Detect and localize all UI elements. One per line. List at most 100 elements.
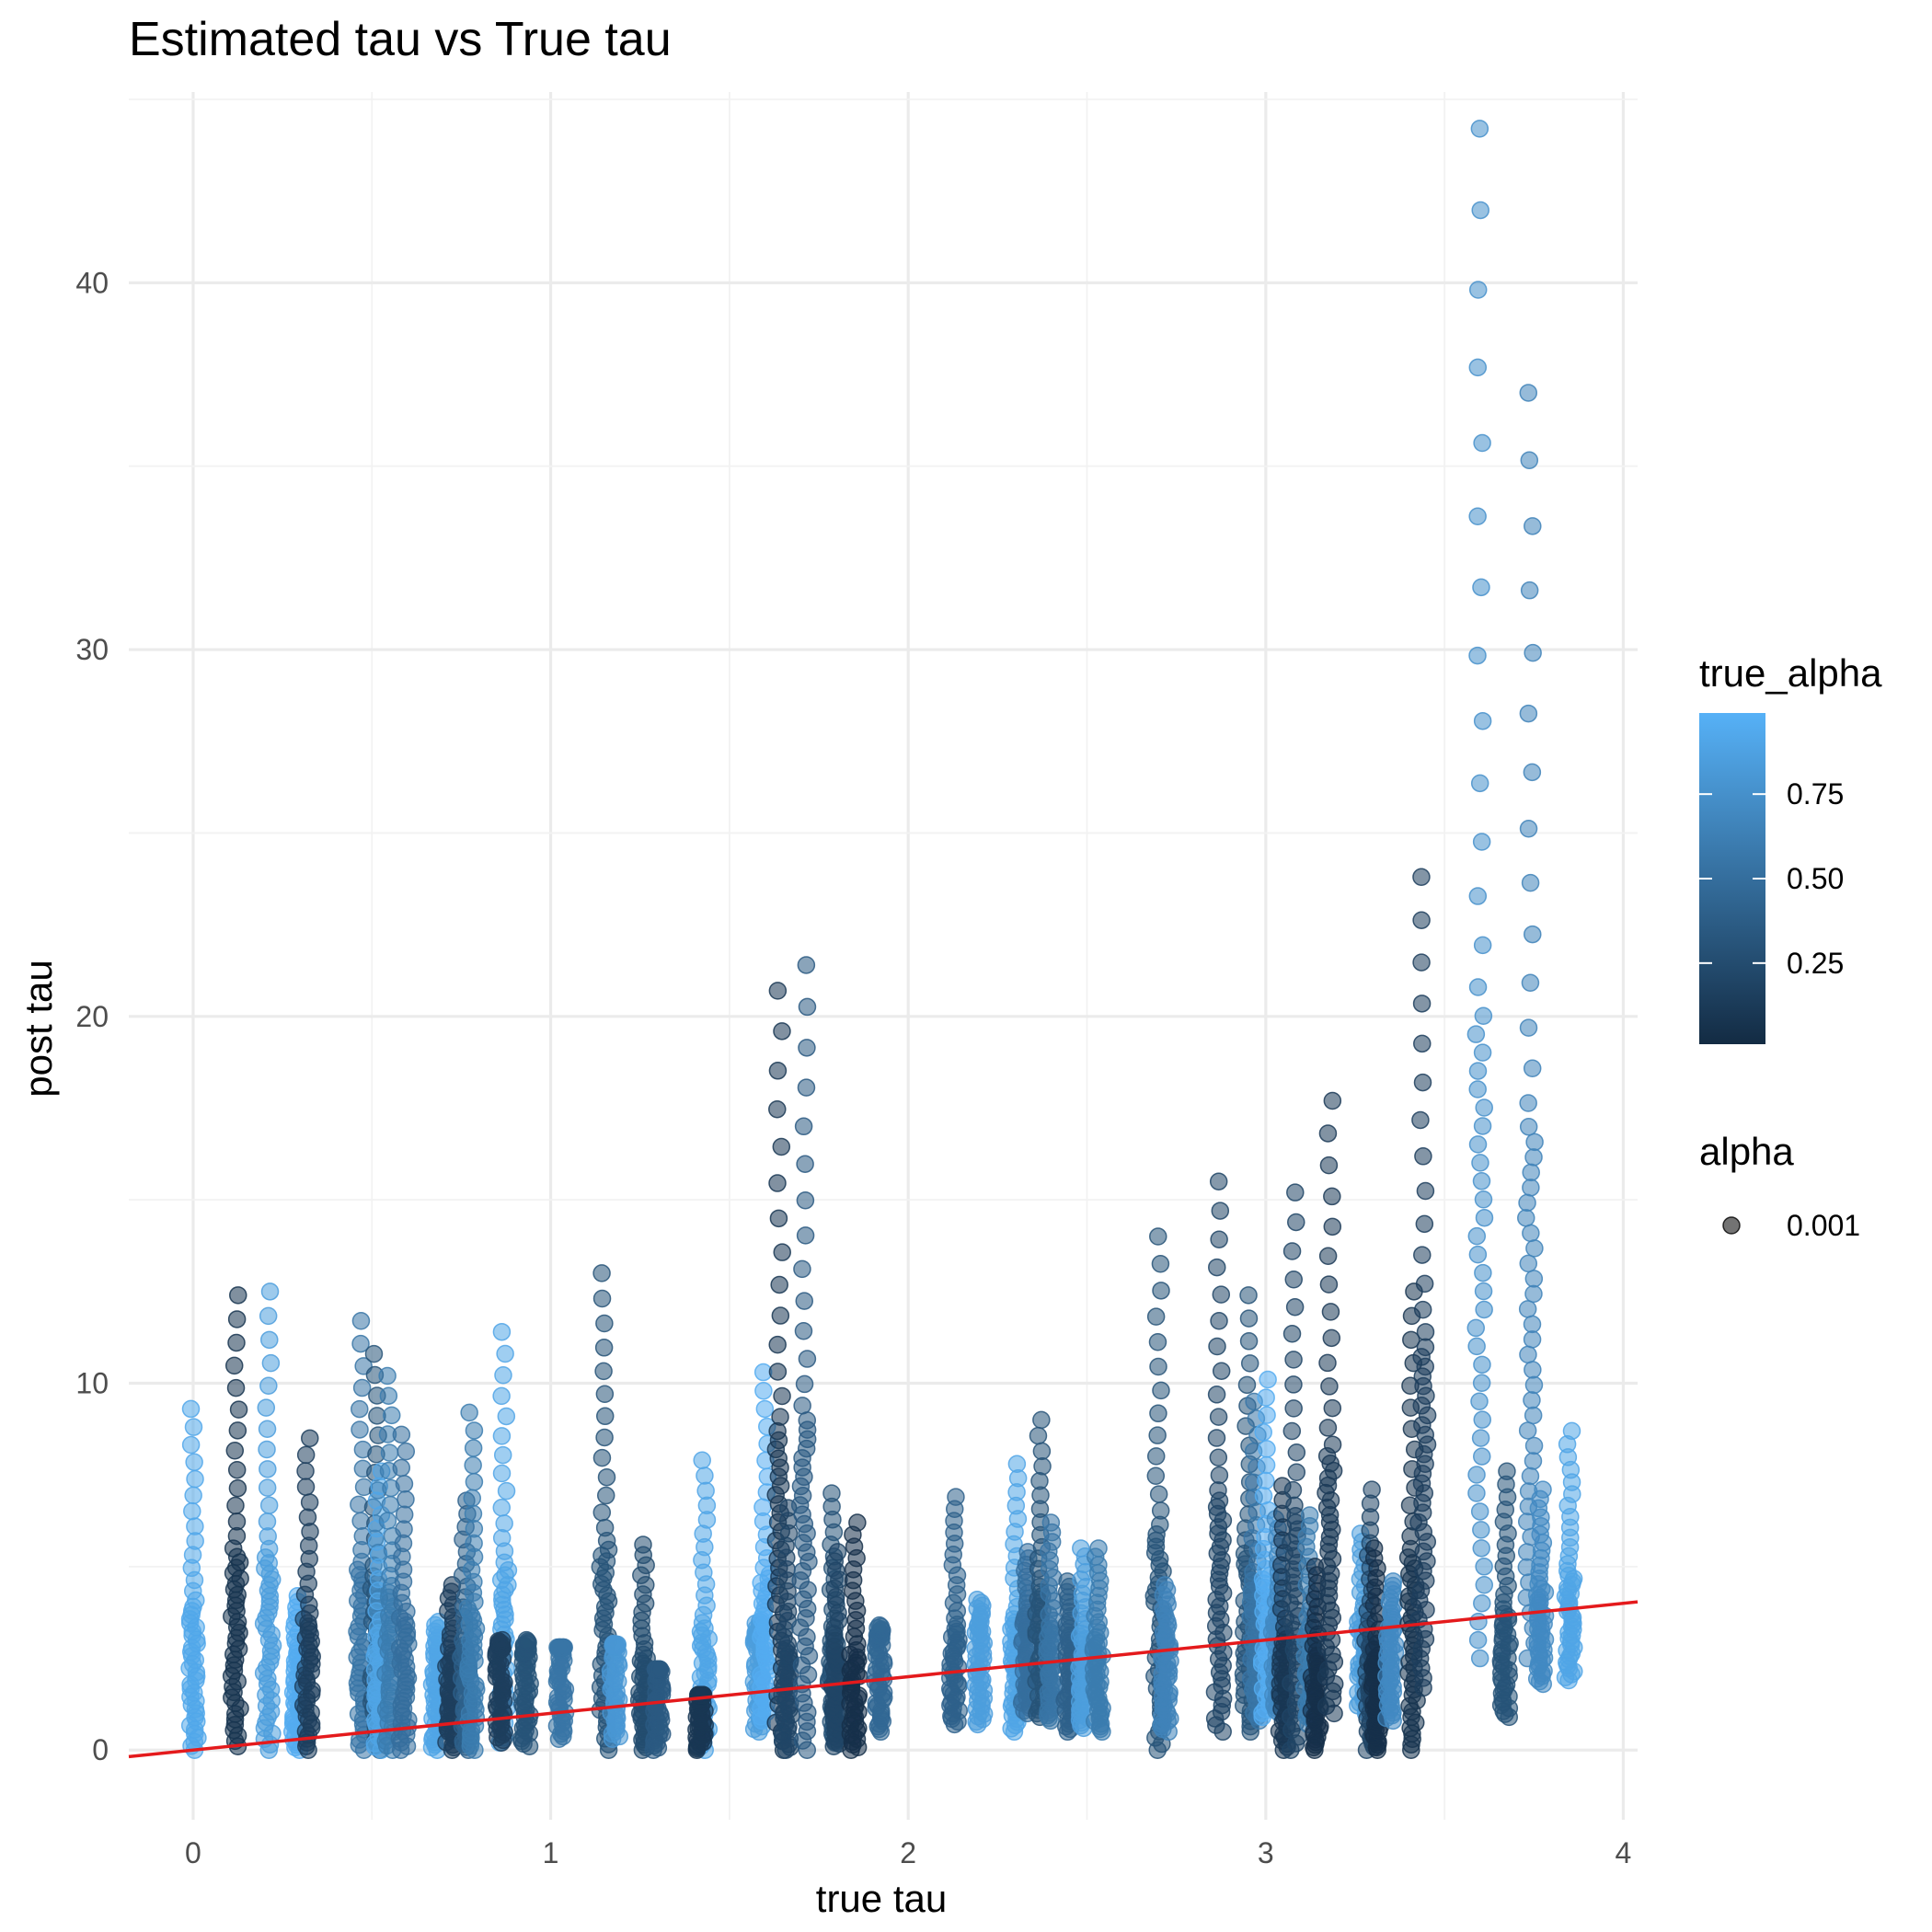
data-point — [1416, 1323, 1435, 1341]
data-point — [1472, 1521, 1490, 1539]
data-point — [492, 1464, 512, 1483]
data-point — [298, 1508, 317, 1526]
data-point — [1524, 517, 1542, 535]
data-points — [180, 120, 1583, 1759]
data-point — [797, 956, 816, 974]
data-point — [1210, 1230, 1228, 1248]
data-point — [228, 1421, 247, 1440]
data-point — [1523, 1391, 1541, 1409]
data-point — [300, 1493, 319, 1512]
data-point — [1287, 1443, 1306, 1462]
data-point — [465, 1520, 484, 1538]
data-point — [1470, 1502, 1489, 1521]
data-point — [259, 1376, 278, 1396]
data-point — [696, 1466, 714, 1485]
data-point — [848, 1513, 867, 1532]
data-point — [1522, 1224, 1540, 1243]
data-point — [259, 1496, 279, 1514]
data-point — [1467, 1466, 1486, 1484]
data-point — [947, 1488, 965, 1506]
data-point — [773, 1386, 791, 1406]
y-tick-label: 0 — [92, 1733, 109, 1766]
data-point — [1212, 1362, 1231, 1380]
data-point — [460, 1403, 478, 1422]
data-point — [1254, 1423, 1273, 1442]
data-point — [1470, 120, 1489, 138]
data-point — [1323, 1398, 1342, 1418]
data-point — [260, 1282, 280, 1301]
data-point — [1318, 1353, 1337, 1373]
data-point — [768, 1062, 788, 1080]
x-axis-title: true tau — [816, 1877, 947, 1920]
data-point — [1468, 887, 1488, 905]
data-point — [1519, 820, 1538, 838]
data-point — [1209, 1448, 1228, 1467]
data-point — [1149, 1485, 1168, 1503]
data-point — [1212, 1285, 1231, 1304]
data-point — [464, 1504, 483, 1524]
data-point — [1474, 1006, 1493, 1025]
data-point — [594, 1339, 614, 1357]
y-tick-label: 40 — [75, 266, 109, 299]
data-point — [1517, 1209, 1535, 1227]
data-point — [351, 1420, 369, 1439]
data-point — [1467, 1484, 1486, 1502]
data-point — [1239, 1332, 1259, 1351]
data-point — [634, 1535, 652, 1554]
data-point — [380, 1443, 399, 1462]
data-point — [1259, 1370, 1277, 1389]
data-point — [1209, 1172, 1228, 1190]
data-point — [259, 1306, 278, 1326]
data-point — [226, 1378, 246, 1397]
data-point — [1284, 1271, 1303, 1289]
data-point — [1467, 1337, 1486, 1356]
data-point — [1473, 1117, 1492, 1135]
data-point — [1156, 1576, 1174, 1594]
data-point — [1523, 763, 1542, 782]
data-point — [1323, 1187, 1341, 1206]
data-point — [592, 1264, 611, 1282]
data-point — [1207, 1386, 1226, 1404]
data-point — [181, 1399, 201, 1419]
data-point — [1285, 1496, 1304, 1515]
colorbar-tick-label: 0.75 — [1787, 777, 1844, 811]
color-legend: true_alpha 0.25 0.50 0.75 — [1699, 651, 1882, 1044]
data-point — [1257, 1388, 1275, 1407]
x-tick-label: 4 — [1616, 1836, 1632, 1869]
data-point — [1475, 1098, 1493, 1117]
data-point — [1318, 1124, 1338, 1143]
data-point — [1473, 711, 1492, 730]
data-point — [1254, 1487, 1273, 1505]
data-point — [1239, 1286, 1258, 1305]
data-point — [828, 1543, 847, 1561]
data-point — [1148, 1426, 1167, 1444]
data-point — [1468, 507, 1487, 525]
data-point — [1319, 1275, 1339, 1294]
data-point — [1519, 1254, 1538, 1273]
data-point — [1522, 1163, 1540, 1182]
data-point — [1519, 1094, 1537, 1112]
data-point — [1146, 1307, 1166, 1326]
data-point — [1519, 1118, 1538, 1136]
data-point — [351, 1399, 369, 1419]
data-point — [795, 1374, 814, 1394]
data-point — [1468, 281, 1488, 299]
data-point — [395, 1475, 414, 1493]
data-point — [1413, 1300, 1432, 1319]
data-point — [1468, 1080, 1487, 1098]
data-point — [1415, 1214, 1434, 1234]
data-point — [258, 1420, 277, 1439]
data-point — [754, 1381, 773, 1400]
data-point — [753, 1498, 772, 1516]
data-point — [592, 1503, 612, 1522]
data-point — [465, 1473, 484, 1491]
data-point — [1470, 1649, 1489, 1668]
data-point — [1286, 1183, 1305, 1202]
data-point — [1152, 1381, 1170, 1400]
data-point — [1322, 1328, 1341, 1348]
data-point — [768, 982, 788, 1000]
data-point — [1148, 1332, 1167, 1351]
data-point — [755, 1399, 775, 1419]
data-point — [650, 1660, 670, 1679]
data-point — [1519, 1018, 1538, 1037]
